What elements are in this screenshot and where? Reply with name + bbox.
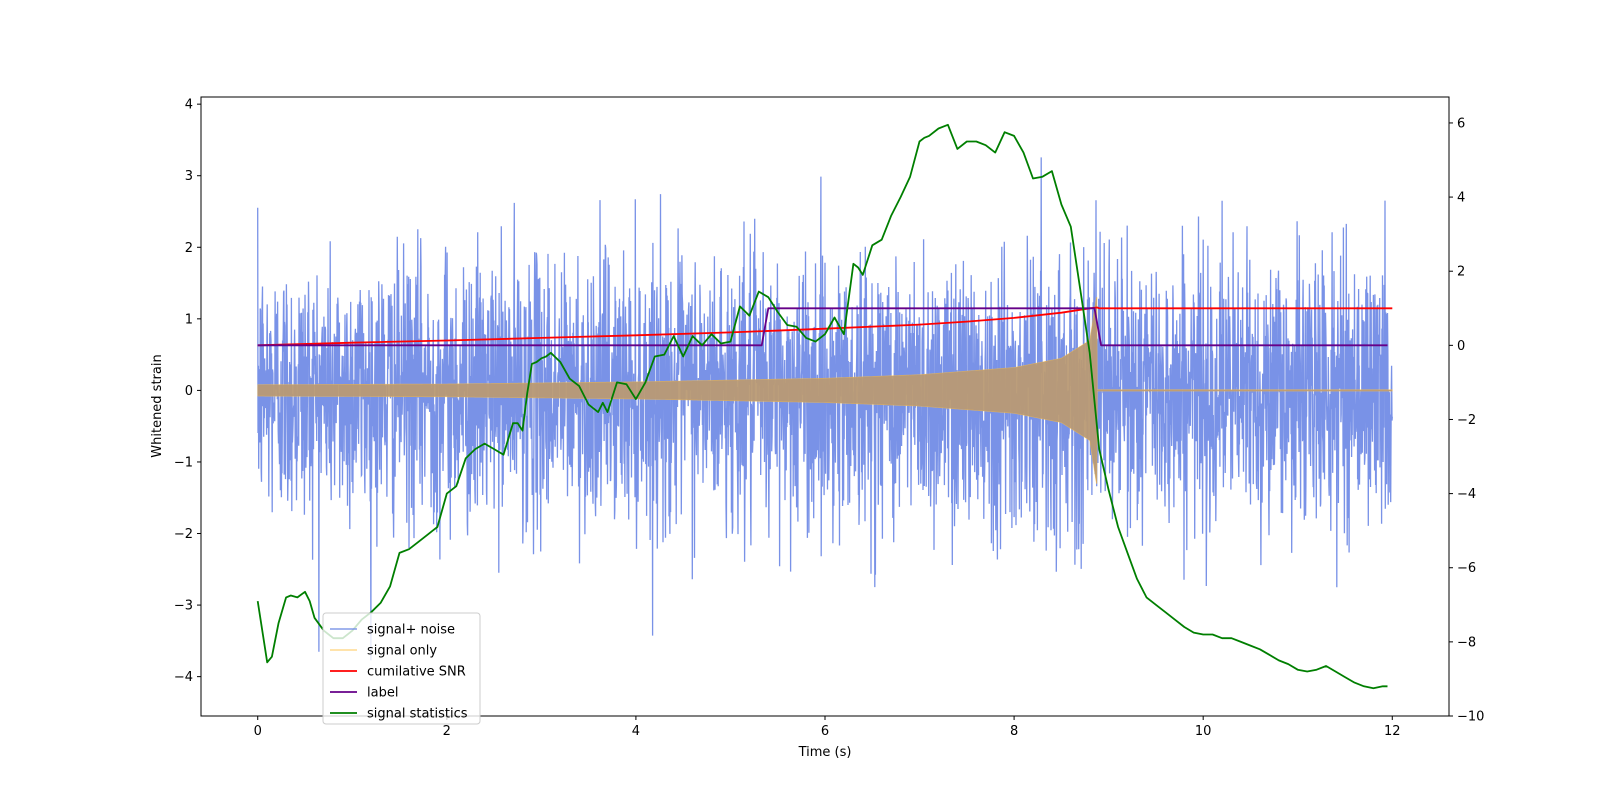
y-tick-label: −2 bbox=[174, 527, 193, 542]
y-tick-label: 0 bbox=[185, 384, 193, 399]
x-tick-label: 2 bbox=[443, 724, 451, 739]
legend: signal+ noise signal only cumilative SNR la… bbox=[322, 612, 481, 725]
series-signal-noise-line bbox=[257, 157, 1393, 661]
x-tick-label: 0 bbox=[254, 724, 262, 739]
y-tick-label: −4 bbox=[174, 670, 193, 685]
y-axis-left: −4 −3 −2 −1 0 1 2 3 4 bbox=[174, 98, 201, 685]
y2-tick-label: 4 bbox=[1457, 191, 1465, 206]
y2-tick-label: −2 bbox=[1457, 413, 1476, 428]
y2-tick-label: −6 bbox=[1457, 561, 1476, 576]
legend-box bbox=[322, 612, 481, 725]
x-tick-label: 12 bbox=[1384, 724, 1401, 739]
series-signal-statistics-line bbox=[256, 123, 1388, 690]
plot-area bbox=[200, 96, 1450, 717]
y-tick-label: 4 bbox=[185, 98, 193, 113]
y-tick-label: 3 bbox=[185, 169, 193, 184]
x-tick-label: 6 bbox=[821, 724, 829, 739]
y-axis-label: Whitened strain bbox=[150, 354, 165, 457]
legend-label: signal only bbox=[367, 644, 437, 659]
y2-tick-label: −10 bbox=[1457, 710, 1484, 725]
y2-tick-label: −8 bbox=[1457, 635, 1476, 650]
y-tick-label: −1 bbox=[174, 455, 193, 470]
y2-tick-label: 6 bbox=[1457, 116, 1465, 131]
legend-label: signal statistics bbox=[367, 707, 468, 722]
x-tick-label: 4 bbox=[632, 724, 640, 739]
x-tick-label: 8 bbox=[1010, 724, 1018, 739]
y-tick-label: −3 bbox=[174, 599, 193, 614]
y-tick-label: 1 bbox=[185, 312, 193, 327]
y-axis-right: −10 −8 −6 −4 −2 0 2 4 6 bbox=[1449, 116, 1484, 725]
legend-label: label bbox=[367, 686, 398, 701]
y2-tick-label: −4 bbox=[1457, 487, 1476, 502]
x-axis: 0 2 4 6 8 10 12 bbox=[254, 716, 1401, 739]
y2-tick-label: 0 bbox=[1457, 339, 1465, 354]
legend-label: signal+ noise bbox=[367, 623, 455, 638]
x-axis-label: Time (s) bbox=[798, 745, 852, 760]
legend-label: cumilative SNR bbox=[367, 665, 466, 680]
y2-tick-label: 2 bbox=[1457, 265, 1465, 280]
y-tick-label: 2 bbox=[185, 241, 193, 256]
x-tick-label: 10 bbox=[1195, 724, 1212, 739]
